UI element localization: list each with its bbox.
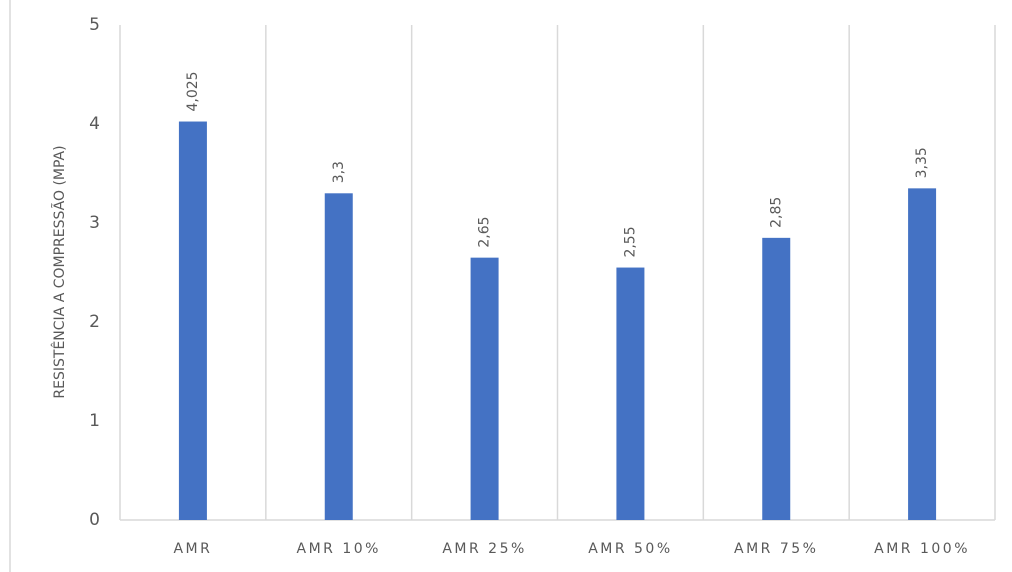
bar: [470, 257, 499, 520]
data-label: 4,025: [185, 71, 201, 111]
bar: [908, 188, 937, 520]
bar: [324, 193, 353, 521]
x-tick-label: AMR 25%: [442, 541, 526, 557]
y-axis-title: RESISTÊNCIA A COMPRESSÃO (MPA): [50, 145, 68, 398]
y-tick-label: 1: [89, 411, 100, 431]
data-label: 3,35: [914, 147, 930, 178]
bar: [616, 267, 645, 520]
data-label: 2,55: [622, 226, 638, 257]
x-tick-label: AMR 50%: [588, 541, 672, 557]
y-tick-label: 0: [89, 510, 100, 530]
x-tick-label: AMR 100%: [874, 541, 970, 557]
y-tick-label: 3: [89, 213, 100, 233]
bar: [762, 237, 791, 520]
x-tick-label: AMR: [173, 541, 212, 557]
data-label: 3,3: [331, 161, 347, 183]
x-tick-label: AMR 10%: [297, 541, 381, 557]
bar: [178, 121, 207, 521]
x-tick-label: AMR 75%: [734, 541, 818, 557]
data-label: 2,85: [768, 197, 784, 228]
y-tick-label: 4: [89, 114, 100, 134]
y-tick-label: 5: [89, 15, 100, 35]
y-tick-label: 2: [89, 312, 100, 332]
data-label: 2,65: [477, 216, 493, 247]
